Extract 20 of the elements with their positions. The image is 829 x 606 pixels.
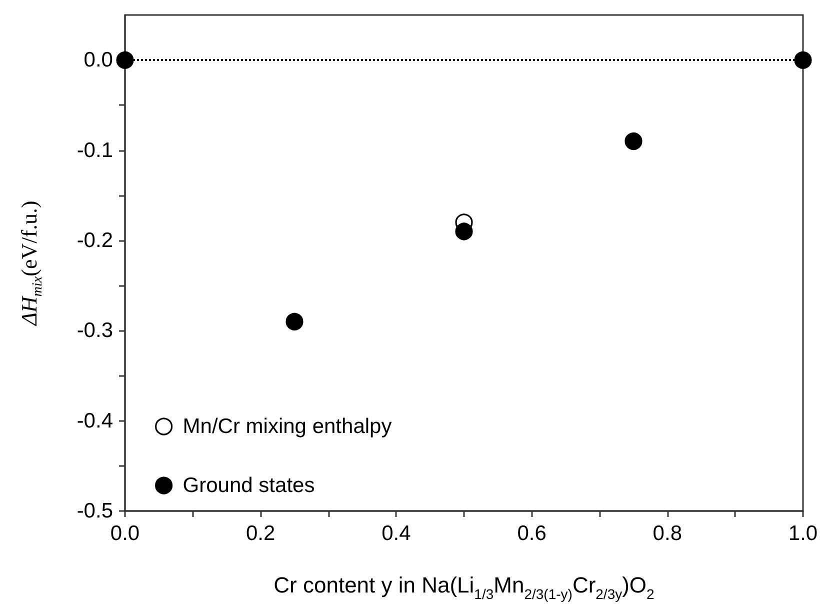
x-tick-label: 1.0 — [788, 522, 818, 545]
x-tick-label: 0.2 — [246, 522, 276, 545]
x-tick-label: 0.6 — [517, 522, 546, 545]
y-tick-label: 0.0 — [84, 48, 113, 72]
x-tick-label: 0.0 — [110, 522, 140, 545]
point — [116, 51, 134, 69]
y-tick-label: -0.1 — [76, 138, 113, 162]
x-tick-label: 0.8 — [652, 522, 682, 545]
point — [794, 51, 812, 69]
point — [286, 312, 304, 330]
y-tick-label: -0.2 — [76, 228, 113, 252]
legend-label: Ground states — [182, 474, 315, 497]
point — [624, 132, 642, 150]
y-tick-label: -0.5 — [76, 500, 113, 522]
x-tick-label: 0.4 — [382, 522, 412, 545]
y-tick-label: -0.3 — [76, 319, 113, 342]
y-tick-label: -0.4 — [76, 409, 114, 432]
y-axis-title: ΔHmix(eV/f.u.) — [16, 200, 46, 326]
legend-label: Mn/Cr mixing enthalpy — [182, 415, 392, 438]
point — [455, 222, 473, 240]
